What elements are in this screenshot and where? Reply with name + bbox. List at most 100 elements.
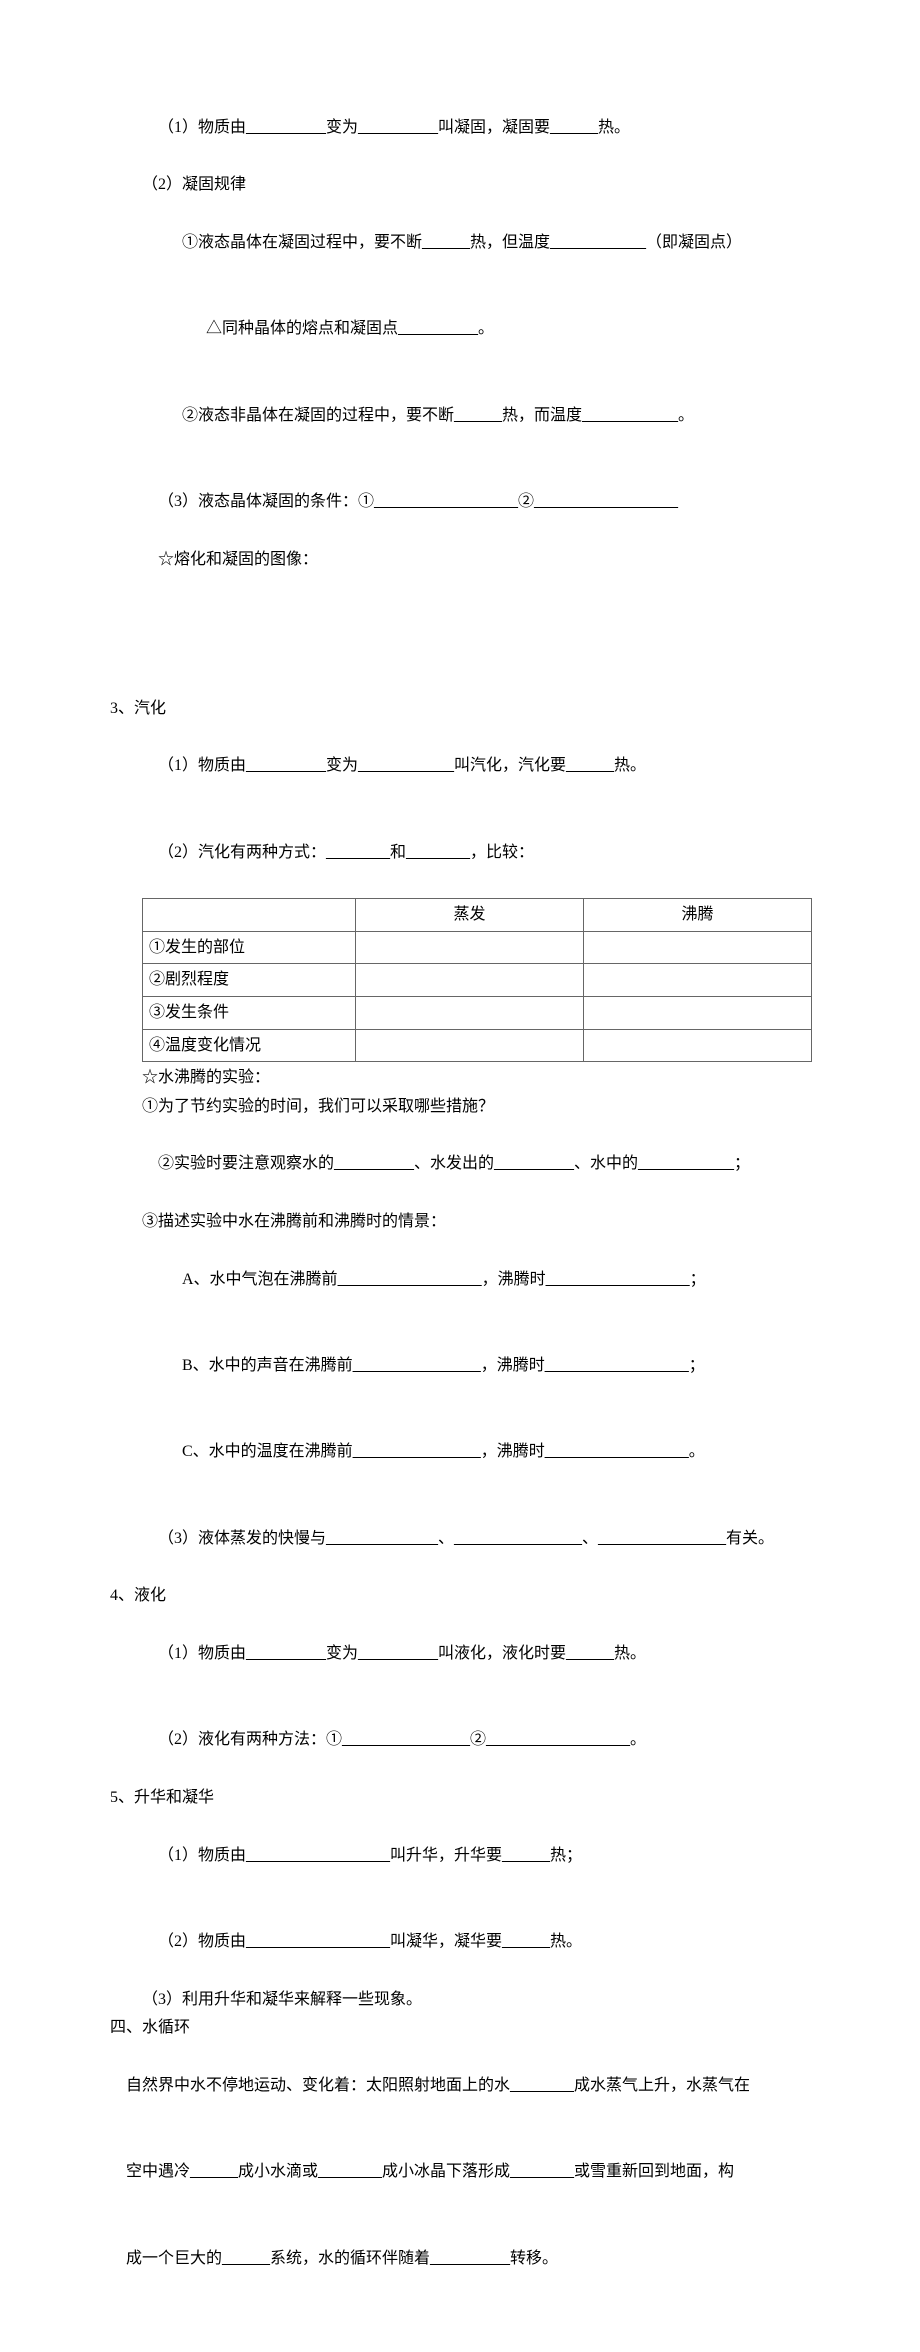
table-cell: ①发生的部位: [143, 931, 356, 964]
txt: 、水中的: [574, 1155, 638, 1172]
txt: 叫凝固，凝固要: [438, 119, 550, 136]
txt: ②液态非晶体在凝固的过程中，要不断: [182, 407, 454, 424]
sec6-line3: 成一个巨大的______系统，水的循环伴随着__________转移。: [110, 2216, 810, 2302]
sec6-title: 四、水循环: [110, 2014, 810, 2043]
blank: ____________: [550, 234, 646, 251]
blank: ________________: [353, 1357, 481, 1374]
txt: 热。: [614, 1645, 646, 1662]
blank: __________: [246, 1645, 326, 1662]
table-cell: [584, 996, 812, 1029]
sec3-line6: ③描述实验中水在沸腾前和沸腾时的情景：: [110, 1208, 810, 1237]
txt: △同种晶体的熔点和凝固点: [206, 320, 398, 337]
txt: ②: [470, 1731, 486, 1748]
table-cell: [356, 964, 584, 997]
txt: （3）液体蒸发的快慢与: [158, 1530, 326, 1547]
sec4-title: 4、液化: [110, 1582, 810, 1611]
txt: （3）液态晶体凝固的条件：①: [158, 493, 374, 510]
blank: ______: [422, 234, 470, 251]
blank: __________________: [545, 1357, 689, 1374]
txt: 热。: [614, 757, 646, 774]
txt: ，比较：: [470, 844, 534, 861]
table-cell: [584, 964, 812, 997]
txt: （1）物质由: [158, 1645, 246, 1662]
sec3-line7: A、水中气泡在沸腾前__________________，沸腾时________…: [110, 1237, 810, 1323]
blank: __________: [358, 1645, 438, 1662]
sec3-line9: C、水中的温度在沸腾前________________，沸腾时_________…: [110, 1410, 810, 1496]
txt: 。: [678, 407, 694, 424]
txt: ，沸腾时: [481, 1443, 545, 1460]
blank: __________________: [545, 1443, 689, 1460]
txt: （2）汽化有两种方式：: [158, 844, 326, 861]
txt: 热，但温度: [470, 234, 550, 251]
txt: 4、液化: [110, 1587, 166, 1604]
blank: ________________: [454, 1530, 582, 1547]
blank: __________________: [374, 493, 518, 510]
txt: 有关。: [726, 1530, 774, 1547]
sec5-line3: （3）利用升华和凝华来解释一些现象。: [110, 1986, 810, 2015]
blank: __________________: [338, 1271, 482, 1288]
txt: 成小冰晶下落形成: [382, 2163, 510, 2180]
txt: 热，而温度: [502, 407, 582, 424]
sec2-line5: ②液态非晶体在凝固的过程中，要不断______热，而温度____________…: [110, 373, 810, 459]
blank: ______: [190, 2163, 238, 2180]
blank: ________: [318, 2163, 382, 2180]
table-row: 蒸发 沸腾: [143, 899, 812, 932]
blank: __________________: [534, 493, 678, 510]
txt: ③描述实验中水在沸腾前和沸腾时的情景：: [142, 1213, 446, 1230]
txt: 变为: [326, 1645, 358, 1662]
txt: ②实验时要注意观察水的: [158, 1155, 334, 1172]
txt: 变为: [326, 757, 358, 774]
txt: （1）物质由: [158, 1847, 246, 1864]
blank: __________: [430, 2250, 510, 2267]
blank: ________: [326, 844, 390, 861]
txt: 。: [630, 1731, 646, 1748]
blank: __________: [398, 320, 478, 337]
sec2-line1: （1）物质由__________变为__________叫凝固，凝固要_____…: [110, 85, 810, 171]
blank: ____________: [582, 407, 678, 424]
table-row: ③发生条件: [143, 996, 812, 1029]
txt: （1）物质由: [158, 757, 246, 774]
txt: 成水蒸气上升，水蒸气在: [574, 2077, 750, 2094]
sec3-line5: ②实验时要注意观察水的__________、水发出的__________、水中的…: [110, 1122, 810, 1208]
txt: 成小水滴或: [238, 2163, 318, 2180]
blank: ____________: [358, 757, 454, 774]
table-cell: [356, 996, 584, 1029]
txt: ，沸腾时: [481, 1357, 545, 1374]
sec2-line4: △同种晶体的熔点和凝固点__________。: [110, 287, 810, 373]
sec2-line2: （2）凝固规律: [110, 171, 810, 200]
blank: ______: [550, 119, 598, 136]
table-cell: 蒸发: [356, 899, 584, 932]
sec4-line2: （2）液化有两种方法：①________________②___________…: [110, 1698, 810, 1784]
txt: 热。: [598, 119, 630, 136]
txt: ☆水沸腾的实验：: [142, 1069, 270, 1086]
blank: ______________: [326, 1530, 438, 1547]
blank: ____________: [638, 1155, 734, 1172]
table-cell: ③发生条件: [143, 996, 356, 1029]
txt: 转移。: [510, 2250, 558, 2267]
txt: B、水中的声音在沸腾前: [182, 1357, 353, 1374]
txt: ，沸腾时: [482, 1271, 546, 1288]
sec3-line4: ①为了节约实验的时间，我们可以采取哪些措施？: [110, 1093, 810, 1122]
txt: 变为: [326, 119, 358, 136]
table-row: ①发生的部位: [143, 931, 812, 964]
txt: 空中遇冷: [126, 2163, 190, 2180]
sec3-line8: B、水中的声音在沸腾前________________，沸腾时_________…: [110, 1323, 810, 1409]
sec3-line10: （3）液体蒸发的快慢与______________、______________…: [110, 1496, 810, 1582]
blank: ________________: [342, 1731, 470, 1748]
txt: ①液态晶体在凝固过程中，要不断: [182, 234, 422, 251]
txt: 四、水循环: [110, 2019, 190, 2036]
txt: ☆熔化和凝固的图像：: [158, 551, 318, 568]
blank: __________________: [246, 1847, 390, 1864]
table-cell: 沸腾: [584, 899, 812, 932]
txt: （3）利用升华和凝华来解释一些现象。: [142, 1991, 422, 2008]
blank: __________: [334, 1155, 414, 1172]
txt: （2）物质由: [158, 1933, 246, 1950]
txt: （2）液化有两种方法：①: [158, 1731, 342, 1748]
blank: __________________: [246, 1933, 390, 1950]
sec3-line1: （1）物质由__________变为____________叫汽化，汽化要___…: [110, 723, 810, 809]
txt: 热。: [550, 1933, 582, 1950]
blank: ________: [510, 2163, 574, 2180]
sec6-line1: 自然界中水不停地运动、变化着：太阳照射地面上的水________成水蒸气上升，水…: [110, 2043, 810, 2129]
comparison-table: 蒸发 沸腾 ①发生的部位 ②剧烈程度 ③发生条件 ④温度变化情况: [142, 898, 812, 1062]
sec3-title: 3、汽化: [110, 695, 810, 724]
